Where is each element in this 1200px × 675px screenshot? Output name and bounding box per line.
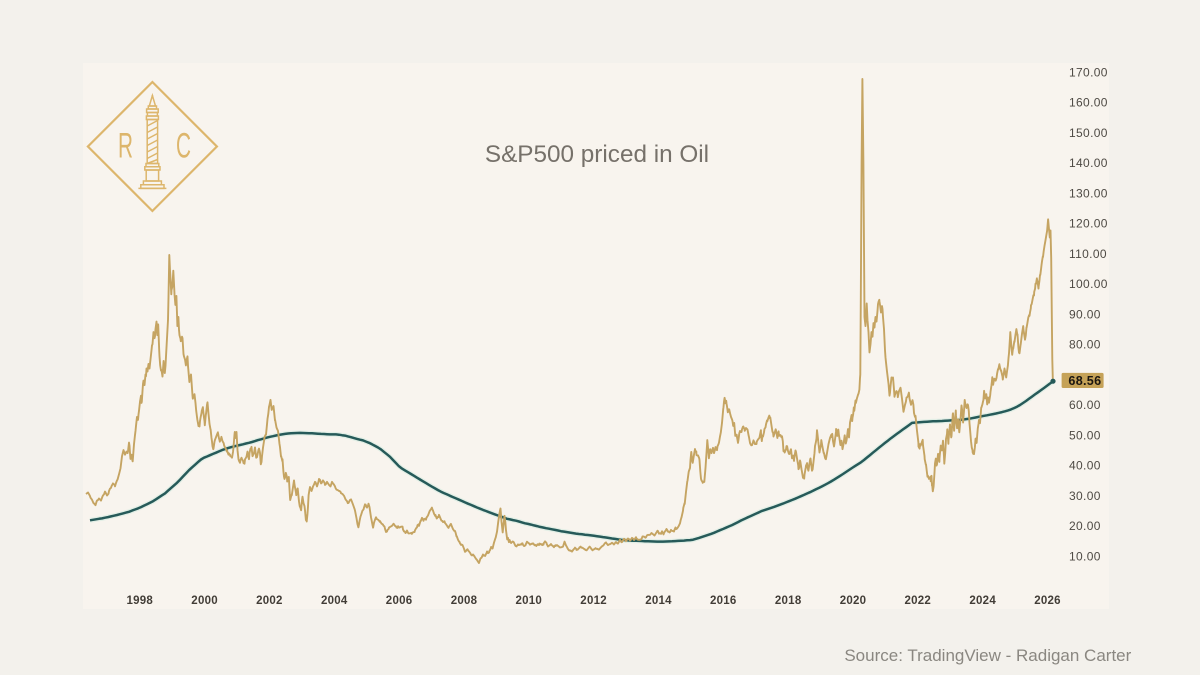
- svg-text:2008: 2008: [451, 595, 478, 607]
- svg-text:2016: 2016: [710, 595, 737, 607]
- svg-text:2022: 2022: [905, 595, 932, 607]
- svg-text:140.00: 140.00: [1069, 156, 1108, 170]
- svg-text:50.00: 50.00: [1069, 428, 1101, 442]
- svg-text:R: R: [118, 127, 133, 166]
- svg-text:2000: 2000: [191, 595, 218, 607]
- svg-text:80.00: 80.00: [1069, 338, 1101, 352]
- svg-text:120.00: 120.00: [1069, 217, 1108, 231]
- svg-text:2026: 2026: [1034, 595, 1061, 607]
- svg-text:C: C: [176, 127, 191, 166]
- svg-text:2010: 2010: [516, 595, 543, 607]
- svg-text:2012: 2012: [580, 595, 607, 607]
- svg-text:S&P500 priced in Oil: S&P500 priced in Oil: [485, 141, 709, 168]
- svg-text:110.00: 110.00: [1069, 247, 1107, 261]
- svg-text:10.00: 10.00: [1069, 549, 1101, 563]
- svg-text:40.00: 40.00: [1069, 459, 1101, 473]
- svg-text:2006: 2006: [386, 595, 413, 607]
- svg-text:130.00: 130.00: [1069, 186, 1108, 200]
- svg-text:90.00: 90.00: [1069, 307, 1101, 321]
- svg-text:Source: TradingView - Radigan: Source: TradingView - Radigan Carter: [844, 646, 1131, 665]
- svg-text:20.00: 20.00: [1069, 519, 1101, 533]
- svg-text:2024: 2024: [969, 595, 996, 607]
- svg-text:170.00: 170.00: [1069, 65, 1108, 79]
- svg-text:100.00: 100.00: [1069, 277, 1108, 291]
- svg-text:2014: 2014: [645, 595, 672, 607]
- svg-text:2020: 2020: [840, 595, 867, 607]
- svg-text:2004: 2004: [321, 595, 348, 607]
- svg-text:60.00: 60.00: [1069, 398, 1101, 412]
- svg-text:150.00: 150.00: [1069, 126, 1108, 140]
- svg-text:2002: 2002: [256, 595, 283, 607]
- svg-text:30.00: 30.00: [1069, 489, 1101, 503]
- svg-text:68.56: 68.56: [1068, 374, 1101, 388]
- svg-text:2018: 2018: [775, 595, 802, 607]
- svg-text:1998: 1998: [127, 595, 154, 607]
- svg-text:160.00: 160.00: [1069, 96, 1108, 110]
